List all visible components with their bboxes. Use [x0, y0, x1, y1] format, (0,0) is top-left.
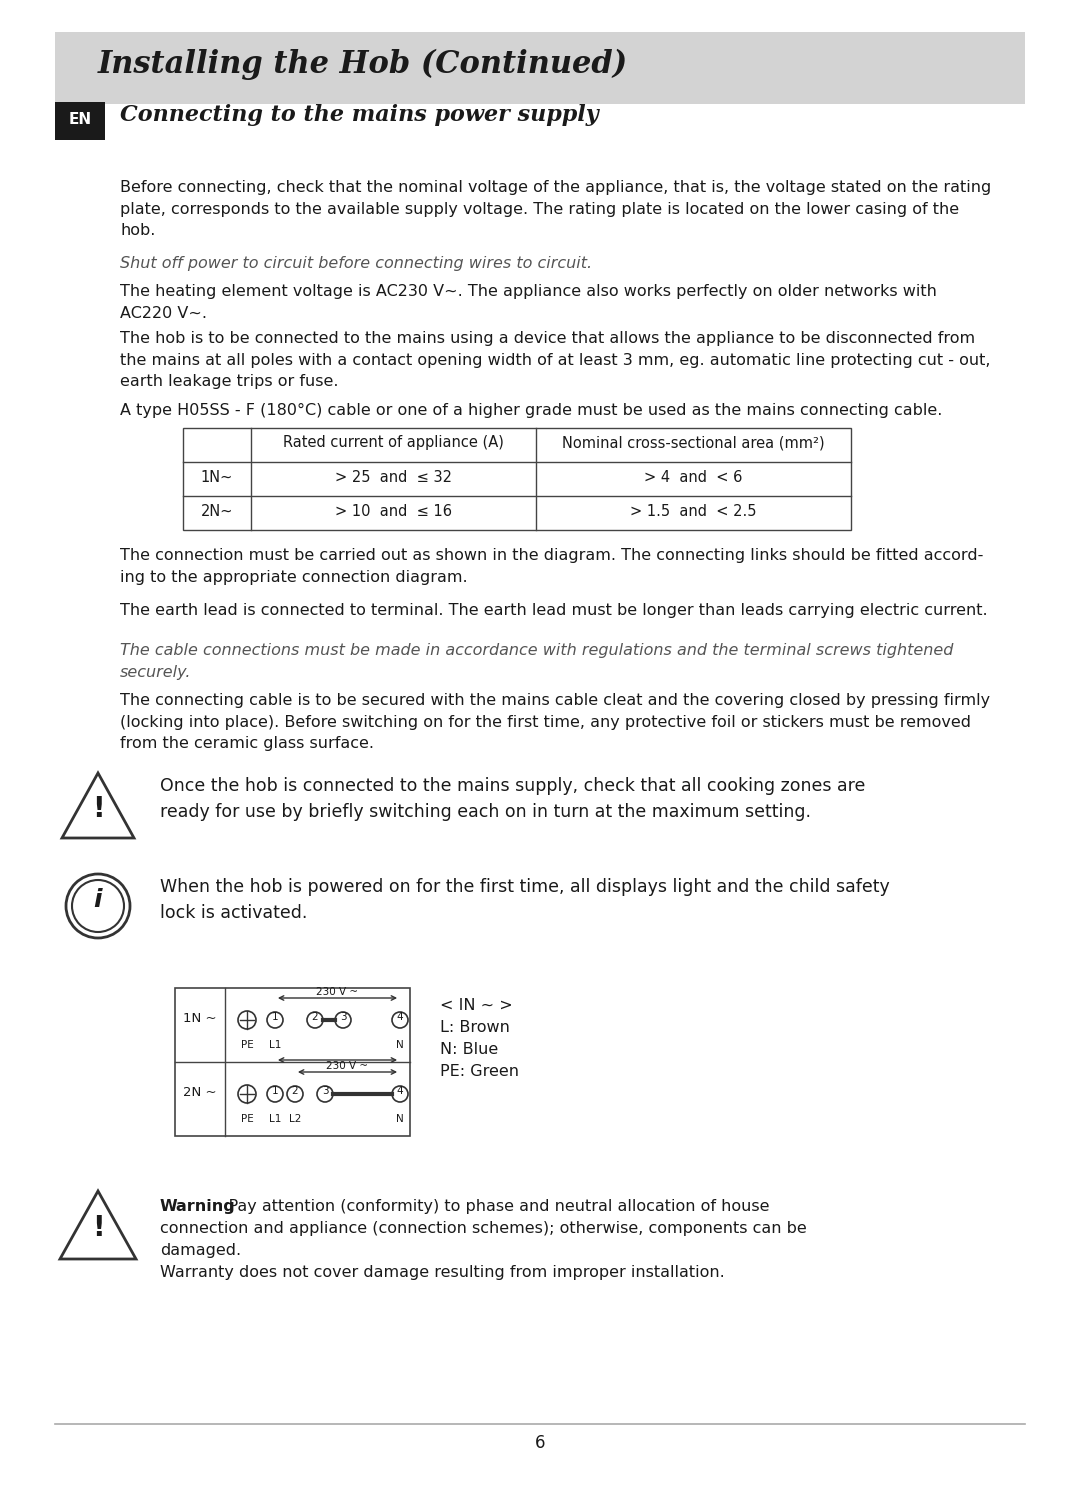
- Text: 3: 3: [322, 1086, 328, 1097]
- Text: > 1.5  and  < 2.5: > 1.5 and < 2.5: [631, 504, 757, 519]
- Circle shape: [287, 1086, 303, 1103]
- Text: : Pay attention (conformity) to phase and neutral allocation of house: : Pay attention (conformity) to phase an…: [218, 1199, 769, 1214]
- Bar: [175, 988, 410, 1135]
- Text: 4: 4: [396, 1086, 403, 1097]
- Text: N: N: [396, 1040, 404, 1051]
- Text: 230 V ~: 230 V ~: [316, 987, 359, 997]
- Text: 1N ~: 1N ~: [183, 1012, 217, 1025]
- Circle shape: [72, 880, 124, 932]
- Text: L1: L1: [269, 1040, 281, 1051]
- Text: 4: 4: [396, 1012, 403, 1022]
- Text: Nominal cross-sectional area (mm²): Nominal cross-sectional area (mm²): [563, 435, 825, 450]
- Text: 1N~: 1N~: [201, 470, 233, 484]
- Text: The hob is to be connected to the mains using a device that allows the appliance: The hob is to be connected to the mains …: [120, 331, 990, 389]
- Circle shape: [335, 1012, 351, 1028]
- Circle shape: [238, 1085, 256, 1103]
- Text: !: !: [92, 1214, 105, 1242]
- Text: When the hob is powered on for the first time, all displays light and the child : When the hob is powered on for the first…: [160, 878, 890, 921]
- Text: L: Brown: L: Brown: [440, 1019, 510, 1036]
- Text: EN: EN: [68, 111, 92, 126]
- Text: i: i: [94, 889, 103, 912]
- Text: 1: 1: [272, 1086, 279, 1097]
- Bar: [183, 428, 851, 531]
- Text: 1: 1: [272, 1012, 279, 1022]
- Text: 3: 3: [340, 1012, 347, 1022]
- Text: Warranty does not cover damage resulting from improper installation.: Warranty does not cover damage resulting…: [160, 1265, 725, 1279]
- Bar: [55, 103, 105, 140]
- Text: !: !: [92, 795, 105, 823]
- Polygon shape: [62, 773, 134, 838]
- Text: 2N ~: 2N ~: [183, 1086, 217, 1100]
- Text: connection and appliance (connection schemes); otherwise, components can be: connection and appliance (connection sch…: [160, 1221, 807, 1236]
- Text: The heating element voltage is AC230 V~. The appliance also works perfectly on o: The heating element voltage is AC230 V~.…: [120, 284, 936, 321]
- Text: Rated current of appliance (A): Rated current of appliance (A): [283, 435, 504, 450]
- Circle shape: [392, 1086, 408, 1103]
- Circle shape: [66, 874, 130, 938]
- Text: damaged.: damaged.: [160, 1242, 241, 1259]
- Text: > 4  and  < 6: > 4 and < 6: [645, 470, 743, 484]
- Circle shape: [318, 1086, 333, 1103]
- Text: L1: L1: [269, 1114, 281, 1123]
- Text: < IN ~ >: < IN ~ >: [440, 999, 513, 1013]
- Text: The connecting cable is to be secured with the mains cable cleat and the coverin: The connecting cable is to be secured wi…: [120, 692, 990, 752]
- Text: PE: Green: PE: Green: [440, 1064, 519, 1079]
- Text: Connecting to the mains power supply: Connecting to the mains power supply: [120, 104, 598, 126]
- Text: > 10  and  ≤ 16: > 10 and ≤ 16: [335, 504, 453, 519]
- Text: N: Blue: N: Blue: [440, 1042, 498, 1057]
- Text: 230 V ~: 230 V ~: [326, 1061, 368, 1071]
- Text: 2N~: 2N~: [201, 504, 233, 519]
- Text: N: N: [396, 1114, 404, 1123]
- Circle shape: [267, 1012, 283, 1028]
- Circle shape: [238, 1010, 256, 1028]
- Text: 2: 2: [312, 1012, 319, 1022]
- Polygon shape: [60, 1190, 136, 1259]
- Circle shape: [267, 1086, 283, 1103]
- Text: Before connecting, check that the nominal voltage of the appliance, that is, the: Before connecting, check that the nomina…: [120, 180, 991, 238]
- Text: The cable connections must be made in accordance with regulations and the termin: The cable connections must be made in ac…: [120, 643, 954, 679]
- Text: The connection must be carried out as shown in the diagram. The connecting links: The connection must be carried out as sh…: [120, 548, 984, 584]
- Circle shape: [392, 1012, 408, 1028]
- Text: 6: 6: [535, 1434, 545, 1452]
- Text: > 25  and  ≤ 32: > 25 and ≤ 32: [335, 470, 453, 484]
- Text: PE: PE: [241, 1040, 254, 1051]
- Text: 2: 2: [292, 1086, 298, 1097]
- Text: Shut off power to circuit before connecting wires to circuit.: Shut off power to circuit before connect…: [120, 256, 592, 270]
- Text: Warning: Warning: [160, 1199, 235, 1214]
- Bar: [55, 33, 1025, 104]
- Circle shape: [307, 1012, 323, 1028]
- Text: The earth lead is connected to terminal. The earth lead must be longer than lead: The earth lead is connected to terminal.…: [120, 603, 987, 618]
- Text: Installing the Hob (Continued): Installing the Hob (Continued): [98, 49, 629, 80]
- Text: PE: PE: [241, 1114, 254, 1123]
- Text: A type H05SS - F (180°C) cable or one of a higher grade must be used as the main: A type H05SS - F (180°C) cable or one of…: [120, 403, 943, 418]
- Text: Once the hob is connected to the mains supply, check that all cooking zones are
: Once the hob is connected to the mains s…: [160, 777, 865, 820]
- Text: L2: L2: [288, 1114, 301, 1123]
